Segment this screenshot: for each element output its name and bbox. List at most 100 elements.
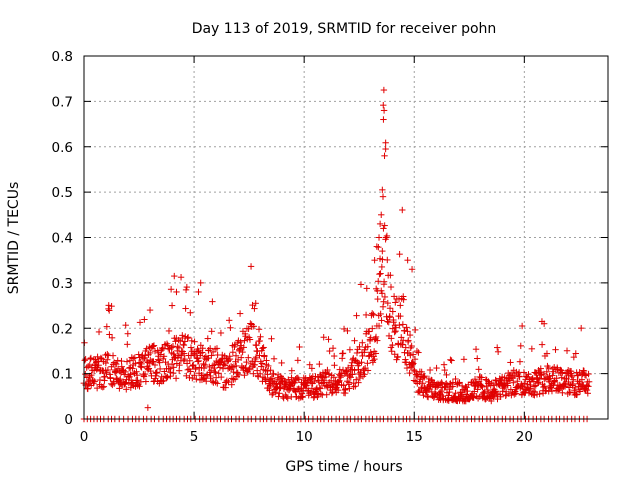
data-point (208, 352, 215, 359)
data-point (577, 324, 585, 332)
data-point (411, 355, 419, 363)
data-point (299, 393, 307, 401)
data-point (409, 351, 417, 358)
data-point (124, 330, 132, 337)
data-point (276, 390, 283, 397)
data-point (484, 386, 491, 394)
data-point (382, 139, 389, 146)
chart-title: Day 113 of 2019, SRMTID for receiver poh… (192, 21, 497, 37)
data-point (474, 355, 481, 362)
data-point (334, 386, 342, 394)
data-point (410, 366, 418, 374)
data-point (101, 373, 109, 380)
data-point (256, 337, 263, 345)
data-point (384, 299, 391, 307)
data-point (388, 348, 395, 355)
data-point (270, 355, 278, 362)
data-point (122, 321, 129, 329)
data-point (100, 383, 108, 390)
y-tick-label: 0 (64, 412, 73, 428)
data-point (344, 327, 351, 335)
data-point (150, 342, 158, 349)
data-point (399, 321, 407, 328)
data-point (163, 374, 170, 382)
data-point (497, 376, 505, 384)
data-point-outlier (171, 272, 178, 280)
data-point (324, 366, 331, 374)
data-point (563, 347, 571, 354)
data-point (123, 386, 130, 393)
data-point (114, 357, 121, 364)
data-point (475, 366, 482, 373)
data-point (311, 377, 318, 385)
data-point (367, 334, 374, 341)
data-point (316, 360, 323, 368)
x-tick-label: 5 (190, 429, 199, 445)
data-point-outlier (380, 225, 387, 232)
data-point (170, 350, 177, 358)
data-point (366, 337, 374, 345)
data-point (516, 358, 524, 365)
data-point (236, 345, 244, 352)
data-point (494, 348, 502, 356)
data-point (404, 328, 411, 335)
data-point (350, 379, 357, 387)
data-point (578, 371, 586, 378)
data-point (191, 372, 198, 379)
data-point (479, 383, 486, 391)
data-point (478, 374, 485, 381)
x-tick-label: 20 (516, 429, 533, 445)
data-point (249, 301, 256, 309)
data-point (127, 371, 134, 378)
data-point-outlier (518, 322, 526, 330)
data-point (91, 378, 98, 385)
data-point (240, 344, 247, 351)
data-point (207, 374, 214, 382)
data-point (381, 222, 388, 229)
data-point (142, 378, 150, 385)
data-point-outlier (379, 193, 387, 200)
data-point (124, 341, 131, 348)
data-point (199, 345, 206, 352)
data-point (250, 323, 257, 330)
data-point (216, 364, 224, 371)
data-point (291, 379, 298, 386)
data-point (368, 310, 376, 317)
data-point (136, 319, 144, 326)
data-point (212, 374, 220, 381)
data-point (193, 376, 200, 383)
data-point (585, 370, 592, 378)
data-point (572, 350, 579, 357)
data-point (391, 328, 398, 336)
data-point (378, 317, 385, 324)
data-point (530, 383, 538, 390)
data-point (165, 327, 173, 335)
data-point (364, 360, 371, 367)
data-point (183, 360, 191, 367)
data-point (426, 366, 434, 374)
data-point (471, 375, 479, 383)
data-point (168, 344, 175, 351)
data-point (212, 369, 219, 376)
data-point (407, 352, 414, 359)
ticks-layer: 0 0.1 0.2 0.3 0.4 0.5 0.6 0.7 0.8 0 5 10 15 20 (52, 49, 608, 445)
data-point (458, 382, 466, 390)
data-point (267, 367, 274, 374)
data-point (258, 360, 266, 367)
data-point (103, 323, 111, 330)
data-point (446, 388, 453, 396)
data-point (130, 355, 137, 362)
data-point-outlier (400, 293, 407, 300)
data-point-outlier (379, 186, 386, 194)
data-point (233, 362, 240, 370)
data-point (228, 375, 236, 382)
data-point (170, 369, 177, 377)
y-tick-label: 0.4 (52, 231, 73, 247)
data-point (268, 335, 275, 342)
data-point (191, 338, 198, 345)
data-point (352, 383, 359, 390)
data-point (307, 389, 314, 396)
data-point (550, 378, 558, 386)
data-point (141, 316, 148, 323)
data-point (167, 286, 175, 293)
